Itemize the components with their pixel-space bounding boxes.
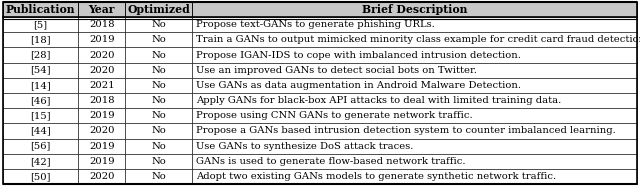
Text: 2020: 2020: [89, 172, 115, 181]
Text: [44]: [44]: [30, 126, 51, 135]
Bar: [78, 169, 125, 184]
Bar: [78, 78, 125, 93]
Text: 2019: 2019: [89, 111, 115, 120]
Bar: [78, 108, 125, 123]
Bar: [3, 63, 78, 78]
Bar: [78, 17, 125, 32]
Bar: [3, 2, 78, 17]
Text: [56]: [56]: [30, 142, 51, 151]
Text: Propose IGAN-IDS to cope with imbalanced intrusion detection.: Propose IGAN-IDS to cope with imbalanced…: [196, 51, 521, 60]
Text: Train a GANs to output mimicked minority class example for credit card fraud det: Train a GANs to output mimicked minority…: [196, 35, 640, 44]
Bar: [3, 169, 78, 184]
Text: [15]: [15]: [30, 111, 51, 120]
Bar: [78, 2, 125, 17]
Bar: [125, 108, 192, 123]
Text: Brief Description: Brief Description: [362, 4, 467, 15]
Bar: [78, 139, 125, 154]
Text: [54]: [54]: [30, 66, 51, 75]
Bar: [192, 78, 637, 93]
Bar: [125, 78, 192, 93]
Bar: [78, 93, 125, 108]
Text: [5]: [5]: [33, 20, 47, 29]
Text: [18]: [18]: [30, 35, 51, 44]
Bar: [125, 93, 192, 108]
Bar: [3, 154, 78, 169]
Text: Use GANs to synthesize DoS attack traces.: Use GANs to synthesize DoS attack traces…: [196, 142, 413, 151]
Text: Adopt two existing GANs models to generate synthetic network traffic.: Adopt two existing GANs models to genera…: [196, 172, 556, 181]
Text: Propose text-GANs to generate phishing URLs.: Propose text-GANs to generate phishing U…: [196, 20, 435, 29]
Text: Optimized: Optimized: [127, 4, 190, 15]
Text: [28]: [28]: [30, 51, 51, 60]
Bar: [192, 2, 637, 17]
Bar: [78, 32, 125, 47]
Text: No: No: [152, 35, 166, 44]
Text: No: No: [152, 66, 166, 75]
Text: [46]: [46]: [30, 96, 51, 105]
Text: 2021: 2021: [89, 81, 115, 90]
Bar: [192, 32, 637, 47]
Text: No: No: [152, 126, 166, 135]
Text: Propose a GANs based intrusion detection system to counter imbalanced learning.: Propose a GANs based intrusion detection…: [196, 126, 616, 135]
Text: Use an improved GANs to detect social bots on Twitter.: Use an improved GANs to detect social bo…: [196, 66, 477, 75]
Text: No: No: [152, 157, 166, 166]
Text: 2018: 2018: [89, 20, 115, 29]
Text: GANs is used to generate flow-based network traffic.: GANs is used to generate flow-based netw…: [196, 157, 465, 166]
Bar: [3, 123, 78, 139]
Bar: [3, 93, 78, 108]
Bar: [125, 123, 192, 139]
Bar: [3, 47, 78, 63]
Text: [42]: [42]: [30, 157, 51, 166]
Text: 2018: 2018: [89, 96, 115, 105]
Bar: [3, 17, 78, 32]
Bar: [3, 139, 78, 154]
Text: 2020: 2020: [89, 126, 115, 135]
Bar: [192, 108, 637, 123]
Text: 2019: 2019: [89, 142, 115, 151]
Bar: [125, 47, 192, 63]
Text: No: No: [152, 111, 166, 120]
Bar: [125, 17, 192, 32]
Text: 2019: 2019: [89, 35, 115, 44]
Bar: [192, 169, 637, 184]
Text: Year: Year: [88, 4, 115, 15]
Bar: [78, 63, 125, 78]
Bar: [192, 154, 637, 169]
Bar: [125, 63, 192, 78]
Bar: [78, 123, 125, 139]
Bar: [125, 154, 192, 169]
Bar: [78, 154, 125, 169]
Bar: [125, 2, 192, 17]
Text: 2020: 2020: [89, 66, 115, 75]
Text: 2020: 2020: [89, 51, 115, 60]
Text: Use GANs as data augmentation in Android Malware Detection.: Use GANs as data augmentation in Android…: [196, 81, 521, 90]
Text: No: No: [152, 81, 166, 90]
Text: Publication: Publication: [6, 4, 76, 15]
Bar: [78, 47, 125, 63]
Text: No: No: [152, 96, 166, 105]
Text: 2019: 2019: [89, 157, 115, 166]
Text: [14]: [14]: [30, 81, 51, 90]
Text: No: No: [152, 51, 166, 60]
Bar: [192, 93, 637, 108]
Text: Propose using CNN GANs to generate network traffic.: Propose using CNN GANs to generate netwo…: [196, 111, 472, 120]
Bar: [125, 32, 192, 47]
Bar: [3, 108, 78, 123]
Text: [50]: [50]: [30, 172, 51, 181]
Bar: [192, 17, 637, 32]
Bar: [192, 63, 637, 78]
Text: Apply GANs for black-box API attacks to deal with limited training data.: Apply GANs for black-box API attacks to …: [196, 96, 561, 105]
Text: No: No: [152, 20, 166, 29]
Bar: [125, 169, 192, 184]
Text: No: No: [152, 172, 166, 181]
Bar: [192, 47, 637, 63]
Text: No: No: [152, 142, 166, 151]
Bar: [3, 78, 78, 93]
Bar: [192, 123, 637, 139]
Bar: [3, 32, 78, 47]
Bar: [192, 139, 637, 154]
Bar: [125, 139, 192, 154]
